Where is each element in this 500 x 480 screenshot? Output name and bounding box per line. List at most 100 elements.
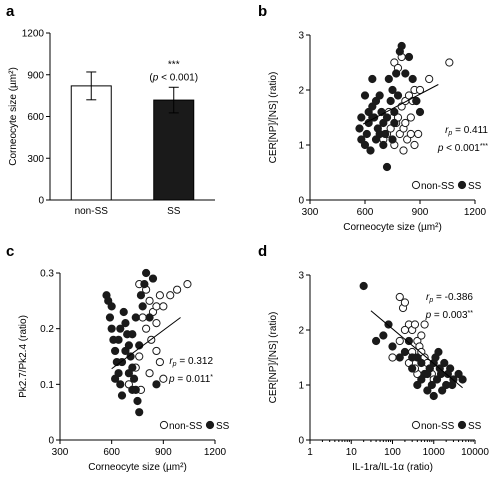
point-non-ss bbox=[425, 74, 434, 84]
panel-letter-c: c bbox=[6, 243, 14, 260]
y-axis-label: CER[NP]/[NS] (ratio) bbox=[268, 72, 279, 164]
point-ss bbox=[458, 375, 467, 384]
point-ss bbox=[114, 335, 123, 344]
x-tick-label: 900 bbox=[412, 207, 429, 218]
point-ss bbox=[384, 74, 393, 84]
point-ss bbox=[111, 346, 120, 356]
point-ss bbox=[382, 113, 392, 122]
y-tick-label: 0 bbox=[48, 436, 54, 447]
point-non-ss bbox=[390, 58, 399, 67]
point-non-ss bbox=[395, 129, 404, 139]
significance-stars: *** bbox=[168, 59, 180, 70]
x-tick-label: 10000 bbox=[461, 447, 489, 458]
point-non-ss bbox=[159, 374, 168, 383]
point-ss bbox=[423, 369, 432, 379]
point-non-ss bbox=[400, 298, 410, 307]
correlation-p: p = 0.003** bbox=[425, 310, 474, 321]
point-ss bbox=[121, 346, 130, 356]
x-axis-label: Corneocyte size (µm²) bbox=[88, 462, 187, 473]
point-ss bbox=[128, 385, 137, 394]
point-non-ss bbox=[138, 313, 147, 322]
point-ss bbox=[355, 124, 364, 133]
point-ss bbox=[379, 118, 388, 128]
point-ss bbox=[107, 302, 116, 311]
correlation-r: rp = 0.312 bbox=[169, 356, 213, 368]
point-ss bbox=[415, 107, 425, 117]
legend-label-ss: SS bbox=[216, 421, 230, 432]
point-non-ss bbox=[166, 291, 175, 300]
y-tick-label: 1200 bbox=[22, 29, 45, 40]
point-ss bbox=[404, 336, 414, 346]
y-tick-label: 900 bbox=[27, 70, 44, 81]
y-tick-label: 600 bbox=[27, 112, 44, 123]
point-ss bbox=[136, 291, 146, 300]
x-tick-label: 900 bbox=[155, 447, 172, 458]
x-tick-label: 300 bbox=[302, 207, 319, 218]
point-ss bbox=[382, 162, 392, 172]
point-ss bbox=[359, 281, 368, 291]
point-non-ss bbox=[406, 129, 415, 139]
point-non-ss bbox=[135, 352, 144, 361]
point-ss bbox=[140, 280, 149, 289]
y-axis-label: Pk2.7/Pk2.4 (ratio) bbox=[18, 315, 29, 398]
point-ss bbox=[119, 307, 128, 317]
x-tick-label: 300 bbox=[52, 447, 69, 458]
point-ss bbox=[105, 313, 115, 322]
legend-label-non-ss: non-SS bbox=[169, 421, 203, 432]
x-tick-label: 100 bbox=[384, 447, 401, 458]
correlation-p: p = 0.011* bbox=[168, 374, 213, 385]
point-ss bbox=[397, 41, 406, 51]
legend-marker-ss bbox=[457, 420, 467, 430]
y-tick-label: 3 bbox=[298, 271, 304, 282]
point-ss bbox=[390, 118, 399, 128]
x-tick-label: 600 bbox=[357, 207, 374, 218]
panel-c: c 0 0.1 0.2 0.3 Pk2.7/Pk2.4 (ratio) 300 600 900 1… bbox=[6, 243, 230, 473]
point-non-ss bbox=[155, 357, 164, 367]
point-ss bbox=[392, 69, 401, 78]
point-non-ss bbox=[414, 129, 423, 139]
point-ss bbox=[107, 324, 116, 333]
point-ss bbox=[371, 336, 381, 346]
point-ss bbox=[368, 102, 377, 111]
significance-p: (p < 0.001) bbox=[149, 72, 198, 83]
point-ss bbox=[393, 91, 403, 100]
point-ss bbox=[401, 69, 410, 78]
y-axis-label: Corneocyte size (µm²) bbox=[8, 67, 19, 166]
point-ss bbox=[408, 74, 417, 84]
point-ss bbox=[417, 358, 426, 368]
trend-line bbox=[111, 317, 181, 370]
point-non-ss bbox=[410, 320, 420, 329]
bar-SS bbox=[153, 99, 195, 201]
y-tick-label: 2 bbox=[298, 326, 304, 337]
point-ss bbox=[357, 135, 366, 144]
point-non-ss bbox=[152, 346, 161, 356]
y-tick-label: 300 bbox=[27, 154, 44, 165]
point-ss bbox=[388, 342, 397, 351]
y-tick-label: 0 bbox=[38, 196, 44, 207]
point-ss bbox=[423, 386, 432, 395]
panel-letter-b: b bbox=[258, 3, 267, 20]
y-tick-label: 0 bbox=[298, 436, 304, 447]
point-ss bbox=[388, 135, 397, 144]
point-ss bbox=[432, 375, 442, 384]
y-tick-label: 3 bbox=[298, 31, 304, 42]
point-ss bbox=[116, 324, 125, 333]
point-ss bbox=[368, 74, 377, 84]
point-ss bbox=[360, 140, 370, 150]
bar-non-SS bbox=[70, 85, 112, 201]
correlation-r: rp = -0.386 bbox=[426, 292, 473, 304]
point-ss bbox=[413, 380, 422, 390]
point-ss bbox=[390, 107, 399, 117]
point-ss bbox=[384, 320, 393, 329]
point-ss bbox=[148, 274, 158, 283]
point-non-ss bbox=[395, 336, 404, 346]
point-non-ss bbox=[420, 320, 429, 329]
point-ss bbox=[371, 135, 381, 144]
point-ss bbox=[360, 91, 370, 100]
point-non-ss bbox=[152, 302, 161, 311]
point-ss bbox=[404, 52, 414, 62]
point-non-ss bbox=[417, 331, 426, 340]
point-ss bbox=[117, 391, 127, 400]
